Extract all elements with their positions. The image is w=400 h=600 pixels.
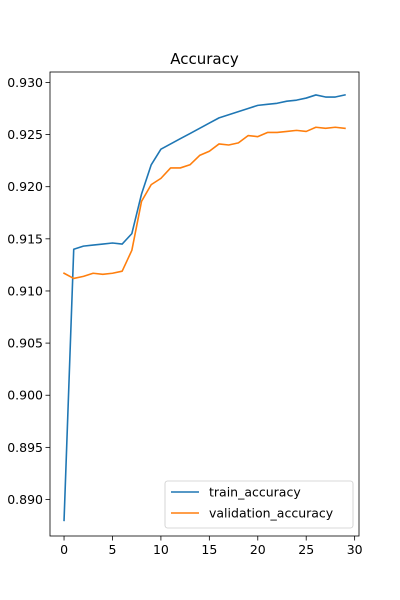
x-tick-label: 0 [60,542,68,557]
x-tick-label: 30 [347,542,363,557]
y-tick-label: 0.920 [7,179,43,194]
legend: train_accuracy validation_accuracy [164,480,354,529]
y-tick-label: 0.925 [7,127,43,142]
legend-box [164,480,354,529]
y-tick-label: 0.915 [7,231,43,246]
x-tick-label: 25 [298,542,314,557]
y-tick-label: 0.910 [7,283,43,298]
x-tick-label: 10 [153,542,169,557]
legend-label-train-accuracy: train_accuracy [209,485,301,500]
y-tick-label: 0.890 [7,492,43,507]
series-lines [62,93,346,522]
plot-frame [49,71,360,537]
x-tick-label: 20 [250,542,266,557]
axes: 0 5 10 15 20 25 30 0.890 0.895 0.900 0.905 0.910 0.9… [7,71,363,557]
y-tick-label: 0.900 [7,388,43,403]
series-line-validation-accuracy [62,126,346,280]
x-tick-label: 15 [201,542,217,557]
series-line-train-accuracy [63,93,346,522]
legend-label-validation-accuracy: validation_accuracy [209,506,334,521]
y-tick-label: 0.895 [7,440,43,455]
x-tick-label: 5 [109,542,117,557]
y-tick-label: 0.905 [7,336,43,351]
y-tick-label: 0.930 [7,75,43,90]
chart-title: Accuracy [170,50,239,68]
